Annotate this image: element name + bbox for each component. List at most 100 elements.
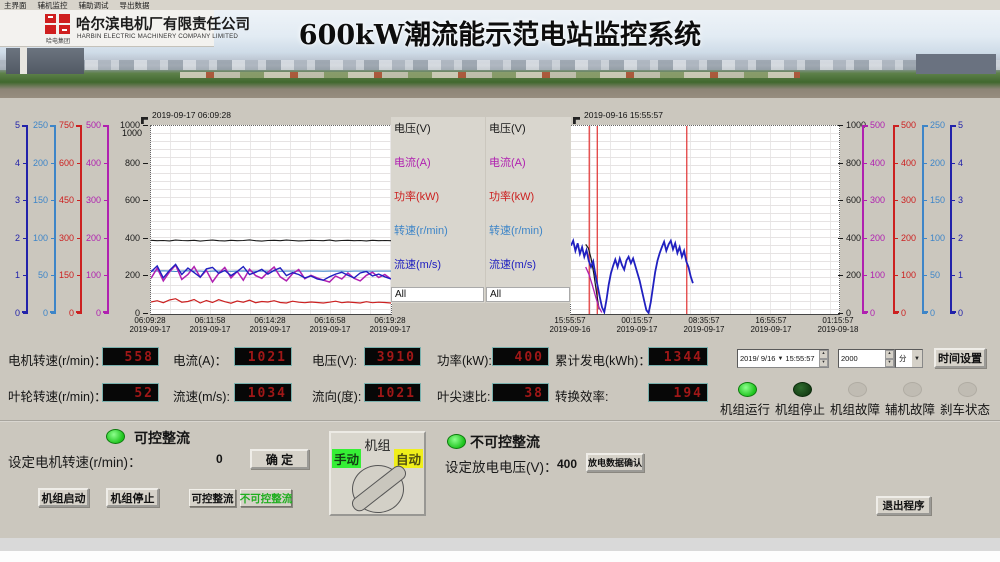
- axis-tick-label: 200: [32, 157, 48, 168]
- set-discharge-voltage-value[interactable]: 400: [557, 457, 578, 471]
- chevron-down-icon[interactable]: ▼: [777, 355, 784, 362]
- manual-mode-badge[interactable]: 手动: [332, 449, 362, 468]
- menu-item[interactable]: 导出数据: [119, 0, 150, 10]
- x-axis-tick-label: 08:35:57 2019-09-17: [684, 316, 725, 334]
- axis-cap: [922, 125, 928, 127]
- axis-tick-label: 400: [846, 232, 862, 243]
- axis-tick-label: 200: [901, 232, 917, 243]
- value-axis: 250 200 150 100 50 0: [30, 120, 56, 318]
- axis-cap: [50, 125, 56, 127]
- legend-all-row[interactable]: All: [391, 287, 484, 302]
- axis-tick-label: 1: [14, 270, 20, 281]
- company-name-en: HARBIN ELECTRIC MACHINERY COMPANY LIMITE…: [77, 33, 239, 40]
- x-axis-tick-label: 15:55:57 2019-09-16: [550, 316, 591, 334]
- time-set-button[interactable]: 时间设置: [934, 348, 986, 368]
- axis-tick: [23, 237, 28, 239]
- axis-tick: [838, 275, 843, 277]
- axis-tick: [51, 275, 56, 277]
- menu-item[interactable]: 主界面: [4, 0, 27, 10]
- legend-item: 电压(V): [489, 123, 526, 135]
- legend-all-row[interactable]: All: [486, 287, 570, 302]
- confirm-button[interactable]: 确 定: [250, 449, 309, 469]
- axis-tick: [23, 275, 28, 277]
- axis-tick-label: 300: [901, 195, 917, 206]
- legend-item: 流速(m/s): [489, 259, 537, 271]
- unit-value: 分: [896, 350, 913, 367]
- set-motor-speed-value[interactable]: 0: [216, 452, 223, 466]
- unit-dropdown[interactable]: 分 ▼: [895, 349, 923, 368]
- tick-date: 2019-09-17: [129, 325, 171, 334]
- value-axis: 5 4 3 2 1 0: [2, 120, 28, 318]
- axis-tick-label: 250: [32, 120, 48, 130]
- axis-tick: [893, 200, 898, 202]
- tick-time: 06:16:58: [314, 316, 346, 325]
- chevron-down-icon[interactable]: ▼: [914, 355, 920, 362]
- axis-tick: [51, 200, 56, 202]
- axis-cap: [50, 311, 56, 313]
- axis-tick-label: 1000: [846, 120, 867, 130]
- axis-tick-label: 300: [85, 195, 101, 206]
- tick-date: 2019-09-16: [549, 325, 591, 334]
- right-chart-timestamp: 2019-09-16 15:55:57: [584, 110, 663, 120]
- axis-tick-label: 200: [870, 232, 886, 243]
- auto-mode-badge[interactable]: 自动: [393, 449, 423, 468]
- axis-tick-label: 600: [846, 195, 862, 206]
- legend-item: 电流(A): [489, 157, 526, 169]
- readout-label: 流向(度):: [312, 390, 362, 404]
- datetime-picker[interactable]: 2019/ 9/16 ▼ 15:55:57 ▲ ▼: [737, 349, 829, 368]
- company-name-cn: 哈尔滨电机厂有限责任公司: [76, 16, 250, 33]
- axis-tick: [893, 125, 898, 126]
- axis-tick: [104, 275, 109, 277]
- axis-tick-label: 0: [134, 308, 140, 318]
- axis-tick-label: 200: [846, 270, 862, 281]
- menu-item[interactable]: 辅助调试: [78, 0, 109, 10]
- axis-tick: [862, 275, 867, 277]
- header-panorama: 600kW潮流能示范电站监控系统 哈电集团 哈尔滨电机厂有限责任公司 HARBI…: [0, 10, 1000, 98]
- x-axis-tick-label: 06:16:58 2019-09-17: [310, 316, 351, 334]
- menu-item[interactable]: 辅机监控: [37, 0, 68, 10]
- chart-corner-icon: [573, 117, 580, 124]
- time-spinner[interactable]: ▲ ▼: [819, 350, 828, 367]
- left-trend-chart[interactable]: [150, 125, 392, 315]
- status-led: [848, 382, 867, 397]
- seven-segment-display: 1034: [234, 383, 292, 402]
- axis-tick-label: 5: [958, 120, 964, 130]
- axis-line: [950, 125, 952, 313]
- duration-input[interactable]: 2000 ▲ ▼: [838, 349, 895, 368]
- axis-tick-label: 0: [68, 308, 74, 318]
- knob-handle[interactable]: [349, 462, 409, 515]
- axis-tick: [838, 162, 843, 164]
- legend-item: 转速(r/min): [394, 225, 448, 237]
- axis-tick: [51, 125, 56, 126]
- axis-cap: [893, 311, 899, 313]
- right-trend-chart[interactable]: [570, 125, 840, 315]
- value-axis: 250 200 150 100 50 0: [922, 120, 948, 318]
- axis-tick-label: 0: [42, 308, 48, 318]
- unit-stop-button[interactable]: 机组停止: [106, 488, 159, 507]
- axis-cap: [893, 125, 899, 127]
- unit-start-button[interactable]: 机组启动: [38, 488, 89, 507]
- set-motor-speed-label: 设定电机转速(r/min)：: [8, 455, 142, 470]
- bottom-strip: [0, 551, 1000, 562]
- axis-tick-label: 150: [58, 270, 74, 281]
- controlled-rectify-button[interactable]: 可控整流: [189, 489, 236, 507]
- controlled-rectifier-led: [106, 429, 125, 444]
- axis-cap: [76, 125, 82, 127]
- readout-label: 累计发电(kWh)：: [555, 354, 651, 368]
- logo-subtitle: 哈电集团: [45, 39, 70, 45]
- duration-spinner[interactable]: ▲ ▼: [885, 350, 894, 367]
- mode-selector-knob[interactable]: [349, 462, 409, 515]
- legend-item: 流速(m/s): [394, 259, 442, 271]
- axis-tick: [51, 162, 56, 164]
- axis-tick: [862, 200, 867, 202]
- exit-program-button[interactable]: 退出程序: [876, 496, 931, 515]
- uncontrolled-rectify-button[interactable]: 不可控整流: [240, 489, 292, 507]
- section-divider: [0, 420, 1000, 422]
- x-axis-tick-label: 06:19:28 2019-09-17: [370, 316, 411, 334]
- x-axis-tick-label: 06:09:28 2019-09-17: [130, 316, 171, 334]
- axis-tick-label: 2: [14, 232, 20, 243]
- tick-date: 2019-09-17: [683, 325, 725, 334]
- tick-date: 2019-09-17: [189, 325, 231, 334]
- axis-tick: [922, 162, 927, 164]
- discharge-confirm-button[interactable]: 放电数据确认: [586, 453, 644, 472]
